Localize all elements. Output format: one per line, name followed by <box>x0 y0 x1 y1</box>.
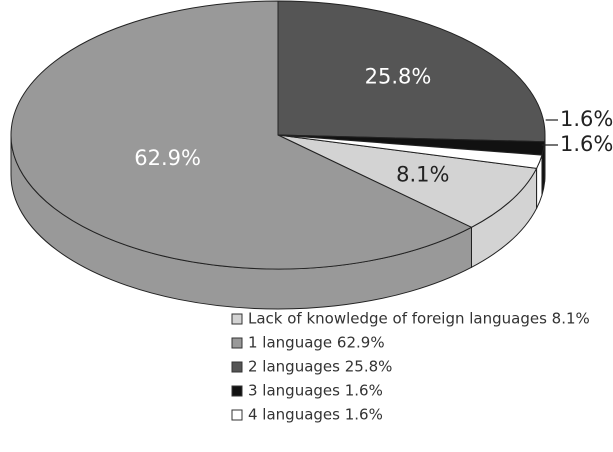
legend-swatch <box>231 385 243 397</box>
data-label: 25.8% <box>365 65 432 89</box>
slice <box>277 0 546 143</box>
legend-label: 3 languages 1.6% <box>248 382 383 400</box>
data-label: 62.9% <box>134 146 201 170</box>
legend-swatch <box>231 313 243 325</box>
data-label: 8.1% <box>396 162 449 186</box>
data-label: 1.6% <box>560 132 613 156</box>
legend-label: 4 languages 1.6% <box>248 406 383 424</box>
legend-label: 1 language 62.9% <box>248 334 385 352</box>
legend-swatch <box>231 409 243 421</box>
data-label: 1.6% <box>560 107 613 131</box>
slice <box>277 134 538 228</box>
legend-swatch <box>231 337 243 349</box>
slice <box>10 0 473 270</box>
legend-label: Lack of knowledge of foreign languages 8… <box>248 310 590 328</box>
legend-swatch <box>231 361 243 373</box>
slice <box>277 134 543 169</box>
legend-label: 2 languages 25.8% <box>248 358 392 376</box>
